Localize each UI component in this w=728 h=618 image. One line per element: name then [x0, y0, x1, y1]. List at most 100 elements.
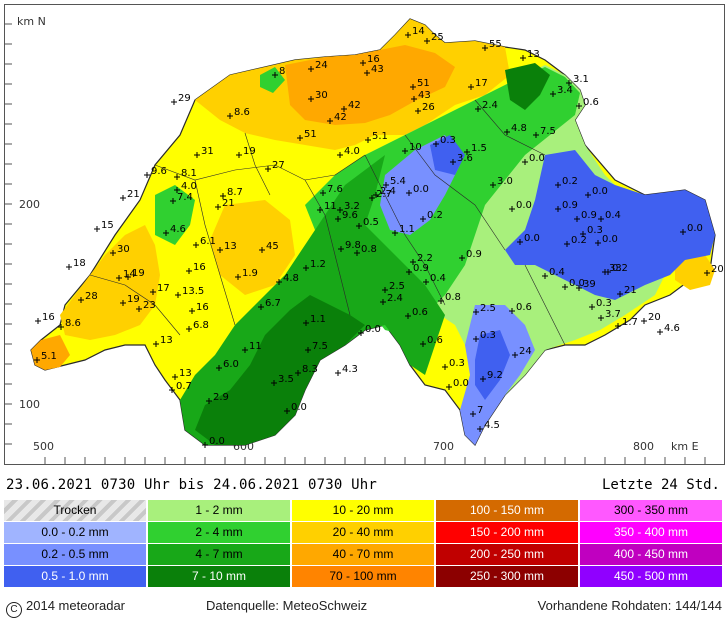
station-value: 0.3 [473, 330, 496, 342]
station-value-text: 3.5 [278, 374, 294, 385]
precip-zone-0.5-1.0mm-ne [430, 135, 465, 175]
station-value-text: 10 [409, 142, 422, 153]
station-value-text: 3.6 [457, 153, 473, 164]
station-value: 25 [424, 32, 444, 44]
legend-swatch: 250 - 300 mm [436, 566, 578, 587]
station-value-text: 7.5 [312, 341, 328, 352]
copyright-icon: C [6, 602, 22, 618]
period-row: 23.06.2021 0730 Uhr bis 24.06.2021 0730 … [0, 474, 728, 496]
station-value-text: 21 [222, 198, 235, 209]
station-value-text: 7 [477, 405, 483, 416]
station-value: 0.3 [589, 298, 612, 310]
station-value-text: 13 [160, 335, 173, 346]
station-value-text: 9.6 [151, 166, 167, 177]
station-value-text: 21 [624, 285, 637, 296]
copyright-text: 2014 meteoradar [26, 598, 126, 613]
station-value: 30 [308, 90, 328, 102]
station-value: 10 [402, 142, 422, 154]
canton-borders [89, 99, 566, 346]
station-value: 9.8 [338, 240, 361, 252]
station-value: 21 [617, 285, 637, 297]
precip-zone-2-4mm-jura [155, 185, 195, 245]
station-value-text: 8.7 [227, 187, 243, 198]
station-value: 0.0 [358, 324, 381, 336]
station-value-text: 0.3 [440, 135, 456, 146]
station-value-text: 0.0 [209, 436, 225, 447]
precip-zone-7-10mm [195, 295, 365, 445]
station-value-text: 43 [371, 64, 384, 75]
station-value: 1.1 [392, 224, 415, 236]
station-value: 19 [120, 294, 140, 306]
legend-swatch: 40 - 70 mm [292, 544, 434, 565]
station-value-text: 4.0 [181, 181, 197, 192]
station-value: 51 [410, 78, 430, 90]
station-value-text: 6.7 [265, 298, 281, 309]
station-value: 11 [242, 341, 262, 353]
station-value-text: 19 [132, 268, 145, 279]
station-value: 14 [116, 269, 136, 281]
station-value-text: 0.0 [569, 278, 585, 289]
station-value: 2.5 [473, 303, 496, 315]
station-value-text: 33 [609, 263, 622, 274]
station-value-text: 2.4 [387, 293, 403, 304]
station-value: 13 [520, 49, 540, 61]
station-value-text: 4.5 [484, 420, 500, 431]
station-value: 3.4 [550, 85, 573, 97]
station-value: 23 [136, 300, 156, 312]
legend-swatch: 0.2 - 0.5 mm [4, 544, 146, 565]
station-value: 9.6 [144, 166, 167, 178]
station-value: 43 [364, 64, 384, 76]
station-value-text: 7.5 [540, 126, 556, 137]
station-value: 4.3 [335, 364, 358, 376]
station-value: 13 [217, 241, 237, 253]
station-value-text: 0.8 [445, 292, 461, 303]
station-value-text: 17 [157, 283, 170, 294]
station-value: 19 [236, 146, 256, 158]
x-tick-label: 800 [633, 440, 654, 453]
station-value: 6.0 [216, 359, 239, 371]
station-value: 2.9 [206, 392, 229, 404]
station-value-text: 13 [179, 368, 192, 379]
station-value: 4.8 [504, 123, 527, 135]
station-value: 7.4 [170, 192, 193, 204]
station-value: 21 [215, 198, 235, 210]
station-value: 1.9 [235, 268, 258, 280]
station-value: 5.4 [383, 176, 406, 188]
station-value-text: 11 [324, 201, 337, 212]
map-canvas: km N km E 500 600 700 800 200 100 [5, 15, 724, 464]
station-value-text: 13 [527, 49, 540, 60]
station-value-text: 7.6 [327, 184, 343, 195]
station-value-text: 19 [243, 146, 256, 157]
copyright: C 2014 meteoradar [6, 598, 125, 618]
station-value-text: 42 [348, 100, 361, 111]
legend-swatch: 2 - 4 mm [148, 522, 290, 543]
station-value-text: 19 [127, 294, 140, 305]
station-value-text: 45 [266, 241, 279, 252]
station-value: 11 [317, 201, 337, 213]
station-value-text: 17 [475, 78, 488, 89]
station-value-text: 4.3 [342, 364, 358, 375]
station-value: 0.6 [405, 307, 428, 319]
station-value: 0.6 [576, 97, 599, 109]
station-value-text: 0.9 [562, 200, 578, 211]
station-value: 43 [411, 90, 431, 102]
station-value-text: 0.7 [176, 381, 192, 392]
station-value-text: 1.1 [399, 224, 415, 235]
station-value: 51 [297, 129, 317, 141]
station-value-text: 0.3 [596, 298, 612, 309]
station-value: 0.4 [542, 267, 565, 279]
station-value: 4.0 [174, 181, 197, 193]
station-value-text: 0.4 [605, 210, 621, 221]
station-value-text: 30 [117, 244, 130, 255]
station-value-text: 1.7 [622, 317, 638, 328]
station-value: 0.0 [680, 223, 703, 235]
axis-ticks [5, 23, 706, 464]
station-value: 8.6 [227, 107, 250, 119]
station-value: 0.2 [564, 235, 587, 247]
station-value-text: 16 [193, 262, 206, 273]
station-value-text: 0.0 [592, 186, 608, 197]
y-tick-label: 200 [19, 198, 40, 211]
station-value: 6.1 [193, 236, 216, 248]
station-value-text: 0.0 [291, 402, 307, 413]
station-value-text: 0.6 [516, 302, 532, 313]
